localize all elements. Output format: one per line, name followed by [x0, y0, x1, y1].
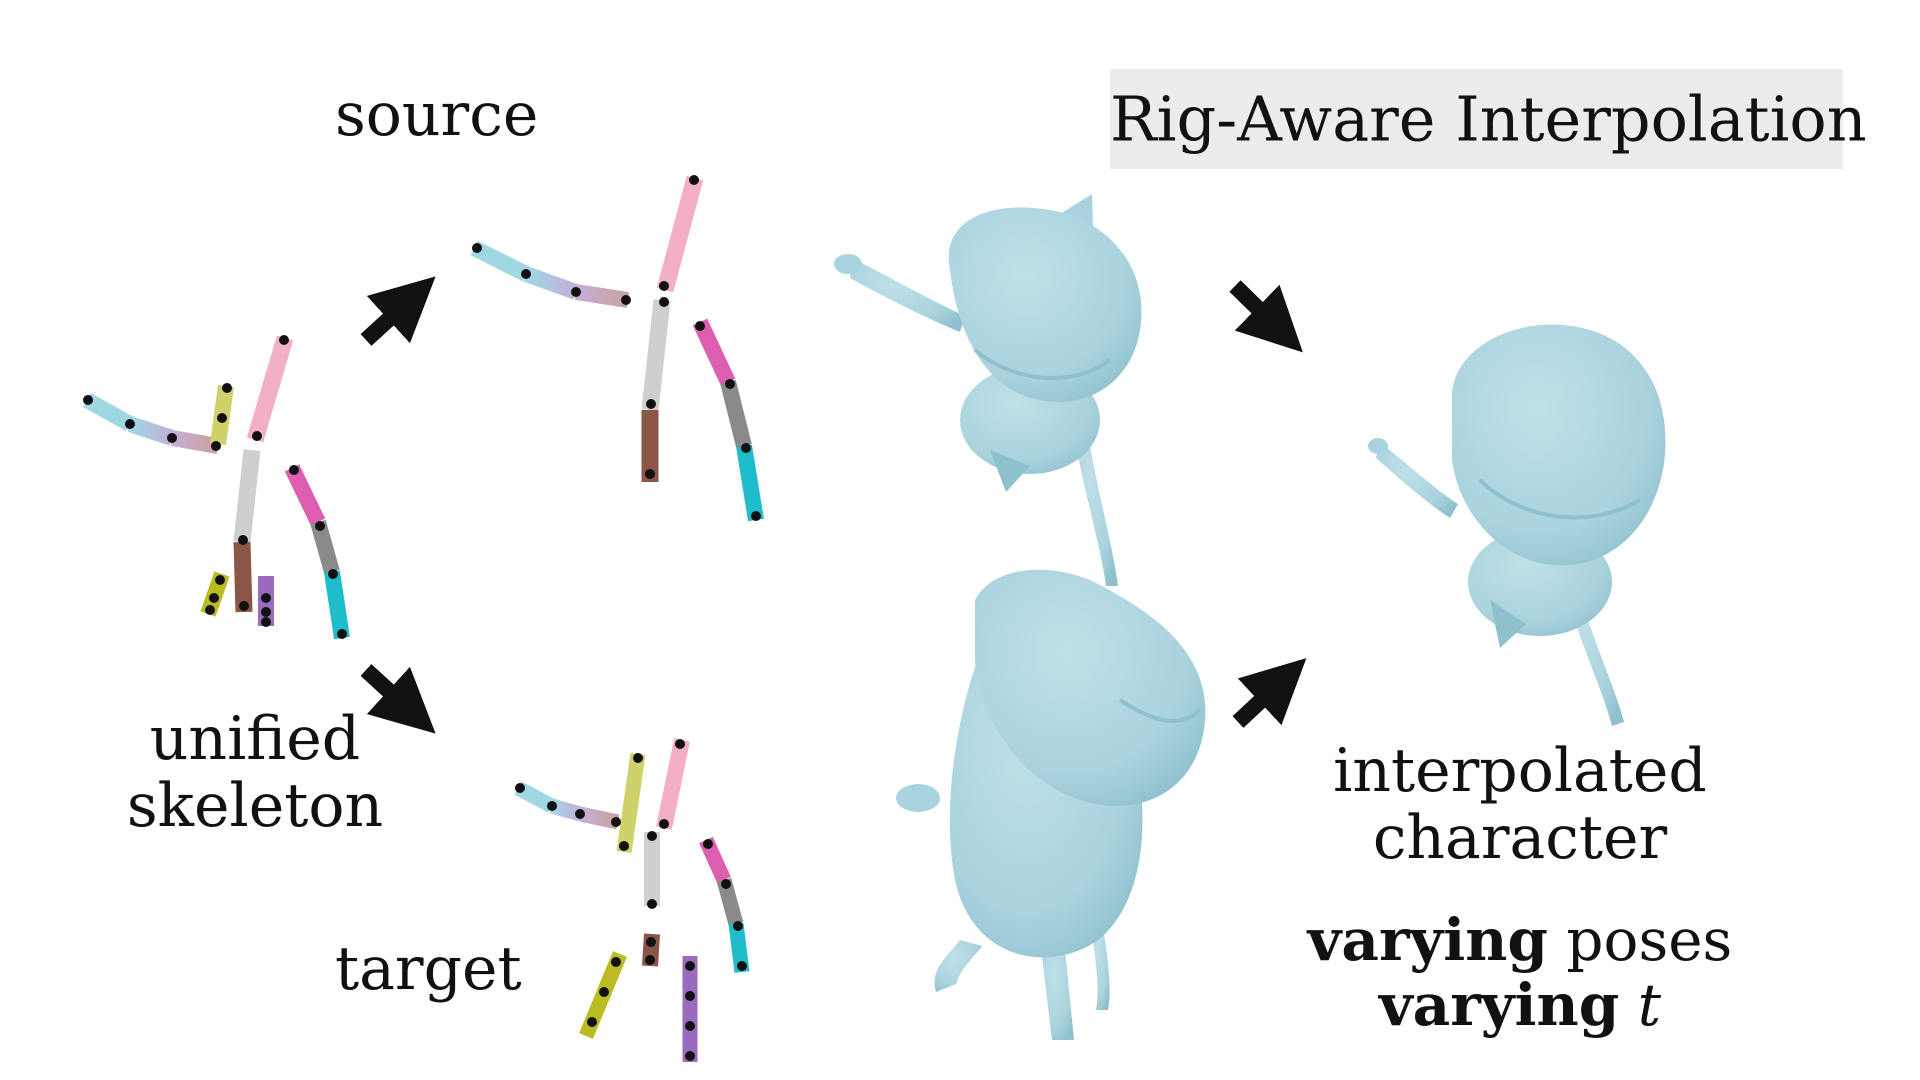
arrow-icon-source-to-result	[1229, 280, 1303, 353]
bone-spine-lower	[641, 299, 671, 411]
bone-leg-1	[692, 318, 736, 386]
skeleton-target	[514, 738, 750, 1062]
bone-arm-3	[574, 284, 630, 308]
skeleton-source	[470, 175, 764, 522]
label-interpolated-character: interpolated character	[1330, 736, 1710, 874]
bone-hip	[233, 541, 253, 613]
note-line2: varying t	[1300, 970, 1740, 1039]
bone-arm-1	[470, 240, 530, 282]
bone-spine-upper	[656, 175, 704, 293]
note-varying: varying poses varying t	[1300, 908, 1740, 1038]
label-target: target	[335, 934, 522, 1004]
figure-title: Rig-Aware Interpolation	[1110, 82, 1867, 156]
bone-spine-upper	[656, 738, 690, 830]
bone-arm-3	[170, 430, 220, 454]
bone-leg-3	[324, 570, 350, 640]
bone-leg-3	[736, 444, 764, 522]
arrow-icon-to-source	[360, 276, 436, 346]
note-line1-rest: poses	[1547, 906, 1733, 974]
joints-target	[515, 739, 747, 1061]
skeleton-unified	[83, 335, 350, 640]
label-source: source	[335, 80, 539, 150]
bone-leg-1	[284, 464, 326, 526]
mesh-character-icon-target	[896, 569, 1206, 1040]
mesh-character-icon-source	[834, 194, 1142, 586]
note-line2-bold: varying	[1378, 970, 1620, 1039]
arrow-icon-target-to-result	[1232, 658, 1307, 728]
joints-unified	[83, 335, 347, 639]
title-box: Rig-Aware Interpolation	[1110, 69, 1867, 169]
bone-spine-lower	[233, 449, 261, 543]
bone-yellow	[616, 752, 646, 854]
label-unified-skeleton: unified skeleton	[120, 704, 390, 842]
bone-spine-upper	[246, 335, 294, 443]
joints-source	[472, 175, 761, 521]
bone-leg-2	[720, 380, 752, 448]
label-unified-line2: skeleton	[126, 771, 384, 842]
note-line1: varying poses	[1300, 908, 1740, 973]
label-interp-line2: character	[1372, 803, 1668, 874]
arrow-icon-to-target	[360, 664, 436, 734]
bone-arm-2	[523, 266, 579, 300]
label-interp-line1: interpolated	[1333, 736, 1707, 806]
note-line2-var: t	[1637, 970, 1662, 1039]
mesh-character-icon-interpolated	[1368, 324, 1666, 726]
bone-arm-1	[83, 393, 134, 431]
label-unified-line1: unified	[149, 704, 361, 774]
note-line1-bold: varying	[1307, 906, 1548, 974]
bone-arm-2	[127, 416, 175, 446]
